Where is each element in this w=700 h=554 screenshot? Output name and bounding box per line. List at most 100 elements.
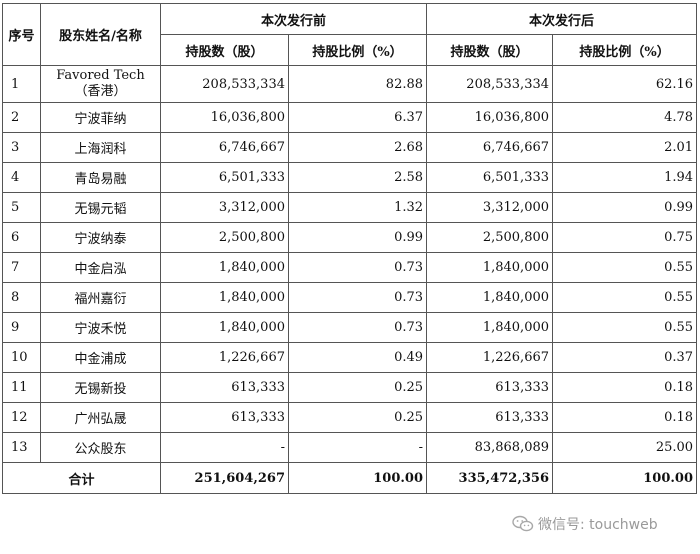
row-after-shares: 1,226,667: [426, 342, 554, 373]
table-row: 4 青岛易融 6,501,333 2.58 6,501,333 1.94: [2, 162, 698, 193]
header-row-top: 序号 股东姓名/名称 本次发行前 本次发行后: [2, 3, 698, 66]
header-row-sub: 持股数（股） 持股比例（%） 持股数（股） 持股比例（%）: [3, 34, 698, 66]
row-no: 1: [2, 65, 41, 103]
row-before-shares: 2,500,800: [160, 222, 289, 253]
table-row: 9 宁波禾悦 1,840,000 0.73 1,840,000 0.55: [2, 312, 698, 343]
watermark: 微信号: touchweb: [512, 514, 658, 534]
row-name: 广州弘晟: [40, 402, 161, 433]
row-after-ratio: 0.37: [552, 342, 698, 373]
row-before-ratio: -: [287, 432, 428, 463]
row-before-shares: 613,333: [160, 372, 289, 403]
row-before-ratio: 0.73: [287, 282, 428, 313]
row-name: 宁波菲纳: [40, 102, 161, 133]
header-after-shares: 持股数（股）: [426, 34, 554, 66]
row-before-shares: 613,333: [160, 402, 289, 433]
row-name: 无锡元韬: [40, 192, 161, 223]
row-after-ratio: 0.55: [552, 252, 698, 283]
row-before-ratio: 2.68: [287, 132, 428, 163]
total-after-shares: 335,472,356: [426, 462, 554, 494]
row-before-shares: -: [160, 432, 289, 463]
row-before-shares: 6,501,333: [160, 162, 289, 193]
row-no: 12: [2, 402, 41, 433]
row-after-shares: 1,840,000: [426, 252, 554, 283]
row-name: Favored Tech （香港）: [40, 65, 161, 103]
row-after-ratio: 4.78: [552, 102, 698, 133]
row-after-ratio: 0.55: [552, 282, 698, 313]
row-name: 宁波禾悦: [40, 312, 161, 343]
header-name: 股东姓名/名称: [40, 3, 161, 66]
row-before-shares: 1,840,000: [160, 282, 289, 313]
row-no: 3: [2, 132, 41, 163]
row-before-shares: 1,840,000: [160, 252, 289, 283]
row-before-shares: 208,533,334: [160, 65, 289, 103]
row-after-ratio: 1.94: [552, 162, 698, 193]
table-row: 5 无锡元韬 3,312,000 1.32 3,312,000 0.99: [2, 192, 698, 223]
table-row: 8 福州嘉衍 1,840,000 0.73 1,840,000 0.55: [2, 282, 698, 313]
row-no: 7: [2, 252, 41, 283]
row-name: 中金启泓: [40, 252, 161, 283]
total-before-shares: 251,604,267: [160, 462, 289, 494]
row-name-en: Favored Tech: [56, 68, 145, 83]
table-row: 2 宁波菲纳 16,036,800 6.37 16,036,800 4.78: [2, 102, 698, 133]
row-no: 13: [2, 432, 41, 463]
row-name: 宁波纳泰: [40, 222, 161, 253]
row-after-shares: 3,312,000: [426, 192, 554, 223]
row-after-ratio: 62.16: [552, 65, 698, 103]
row-after-shares: 208,533,334: [426, 65, 554, 103]
row-after-shares: 16,036,800: [426, 102, 554, 133]
row-before-shares: 1,840,000: [160, 312, 289, 343]
total-before-ratio: 100.00: [287, 462, 428, 494]
wechat-icon: [512, 515, 534, 533]
row-after-ratio: 0.18: [552, 372, 698, 403]
shareholder-table: 序号 股东姓名/名称 本次发行前 本次发行后 持股数（股） 持股比例（%） 持股…: [2, 3, 698, 494]
table-row: 6 宁波纳泰 2,500,800 0.99 2,500,800 0.75: [2, 222, 698, 253]
row-before-shares: 3,312,000: [160, 192, 289, 223]
row-before-ratio: 6.37: [287, 102, 428, 133]
header-before-shares: 持股数（股）: [160, 34, 289, 66]
row-before-shares: 6,746,667: [160, 132, 289, 163]
row-no: 5: [2, 192, 41, 223]
row-after-shares: 6,746,667: [426, 132, 554, 163]
row-name: 上海润科: [40, 132, 161, 163]
row-no: 11: [2, 372, 41, 403]
total-after-ratio: 100.00: [552, 462, 698, 494]
row-after-shares: 6,501,333: [426, 162, 554, 193]
row-name-cn: （香港）: [74, 84, 127, 99]
row-after-shares: 613,333: [426, 402, 554, 433]
header-before-ratio: 持股比例（%）: [287, 34, 428, 66]
header-after: 本次发行后: [426, 3, 698, 35]
row-no: 4: [2, 162, 41, 193]
row-name: 无锡新投: [40, 372, 161, 403]
row-after-shares: 83,868,089: [426, 432, 554, 463]
row-before-ratio: 0.25: [287, 372, 428, 403]
row-after-ratio: 0.99: [552, 192, 698, 223]
row-name: 公众股东: [40, 432, 161, 463]
row-before-ratio: 0.49: [287, 342, 428, 373]
row-before-ratio: 0.25: [287, 402, 428, 433]
row-name: 青岛易融: [40, 162, 161, 193]
row-before-shares: 16,036,800: [160, 102, 289, 133]
total-label: 合计: [2, 462, 161, 494]
row-name: 福州嘉衍: [40, 282, 161, 313]
row-after-shares: 1,840,000: [426, 312, 554, 343]
header-after-ratio: 持股比例（%）: [552, 34, 698, 66]
row-no: 10: [2, 342, 41, 373]
row-no: 2: [2, 102, 41, 133]
row-no: 8: [2, 282, 41, 313]
row-after-ratio: 0.55: [552, 312, 698, 343]
table-row: 3 上海润科 6,746,667 2.68 6,746,667 2.01: [2, 132, 698, 163]
row-after-ratio: 0.18: [552, 402, 698, 433]
header-before: 本次发行前: [159, 3, 428, 35]
table-row: 12 广州弘晟 613,333 0.25 613,333 0.18: [2, 402, 698, 433]
row-before-ratio: 0.73: [287, 312, 428, 343]
total-row: 合计 251,604,267 100.00 335,472,356 100.00: [2, 462, 698, 494]
row-after-ratio: 25.00: [552, 432, 698, 463]
row-before-ratio: 2.58: [287, 162, 428, 193]
watermark-text: 微信号: touchweb: [538, 517, 658, 533]
row-after-shares: 2,500,800: [426, 222, 554, 253]
table-row: 10 中金浦成 1,226,667 0.49 1,226,667 0.37: [2, 342, 698, 373]
row-before-ratio: 1.32: [287, 192, 428, 223]
row-before-shares: 1,226,667: [160, 342, 289, 373]
row-no: 9: [2, 312, 41, 343]
row-after-ratio: 0.75: [552, 222, 698, 253]
